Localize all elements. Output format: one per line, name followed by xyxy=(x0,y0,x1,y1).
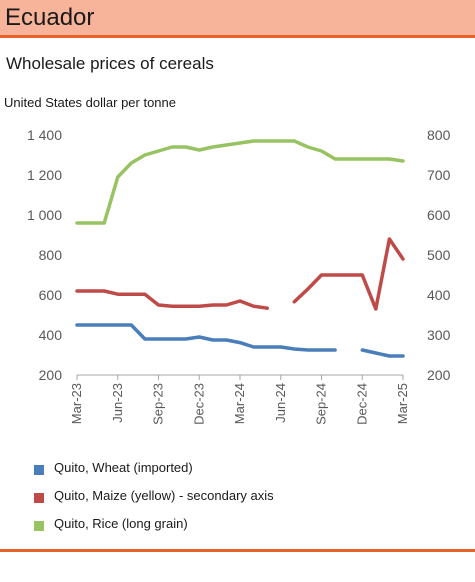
y-tick-label: 1 400 xyxy=(27,127,62,143)
x-tick-label: Jun-23 xyxy=(110,383,125,423)
legend-label: Quito, Rice (long grain) xyxy=(54,516,188,531)
y-tick-label: 1 000 xyxy=(27,207,62,223)
y-tick-label: 1 200 xyxy=(27,167,62,183)
x-tick-label: Mar-23 xyxy=(69,383,84,424)
y2-tick-label: 300 xyxy=(427,327,451,343)
y-tick-label: 600 xyxy=(39,287,63,303)
legend-swatch xyxy=(34,521,44,531)
x-tick-label: Jun-24 xyxy=(273,383,288,423)
series-line xyxy=(75,289,269,310)
legend-label: Quito, Maize (yellow) - secondary axis xyxy=(54,488,274,503)
y-tick-label: 800 xyxy=(39,247,63,263)
y-tick-label: 200 xyxy=(39,367,63,383)
y-tick-label: 400 xyxy=(39,327,63,343)
y2-tick-label: 800 xyxy=(427,127,451,143)
x-tick-label: Sep-24 xyxy=(314,383,329,425)
x-tick-label: Mar-25 xyxy=(395,383,410,424)
legend-label: Quito, Wheat (imported) xyxy=(54,460,193,475)
price-chart: 1 400 1 200 1 000 800 600 400 200 800 700 600 500 4… xyxy=(27,127,451,425)
y2-tick-label: 400 xyxy=(427,287,451,303)
footer-rule xyxy=(0,549,475,552)
y2-tick-label: 600 xyxy=(427,207,451,223)
x-tick-label: Sep-23 xyxy=(151,383,166,425)
series-line xyxy=(75,139,405,225)
legend-swatch xyxy=(34,465,44,475)
title-banner: Ecuador xyxy=(0,0,475,38)
y2-tick-label: 200 xyxy=(427,367,451,383)
chart-title: Wholesale prices of cereals xyxy=(6,54,214,73)
x-tick-label: Dec-23 xyxy=(191,383,206,425)
x-tick-label: Mar-24 xyxy=(232,383,247,424)
series-line xyxy=(75,323,337,352)
y2-tick-label: 500 xyxy=(427,247,451,263)
country-title: Ecuador xyxy=(5,4,95,31)
series-line xyxy=(360,348,405,358)
x-tick-label: Dec-24 xyxy=(354,383,369,425)
series-line xyxy=(292,237,405,311)
legend-swatch xyxy=(34,493,44,503)
unit-label: United States dollar per tonne xyxy=(4,95,176,110)
y2-tick-label: 700 xyxy=(427,167,451,183)
